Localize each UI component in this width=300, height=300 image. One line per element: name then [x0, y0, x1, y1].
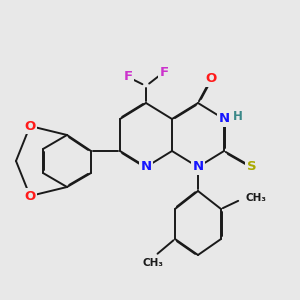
- Text: F: F: [123, 70, 133, 83]
- Text: H: H: [233, 110, 243, 122]
- Text: N: N: [218, 112, 230, 125]
- Text: CH₃: CH₃: [142, 258, 164, 268]
- Text: O: O: [24, 190, 36, 202]
- Text: O: O: [24, 119, 36, 133]
- Text: S: S: [247, 160, 257, 173]
- Text: CH₃: CH₃: [245, 193, 266, 203]
- Text: N: N: [140, 160, 152, 173]
- Text: O: O: [206, 73, 217, 85]
- Text: N: N: [192, 160, 204, 173]
- Text: F: F: [159, 65, 169, 79]
